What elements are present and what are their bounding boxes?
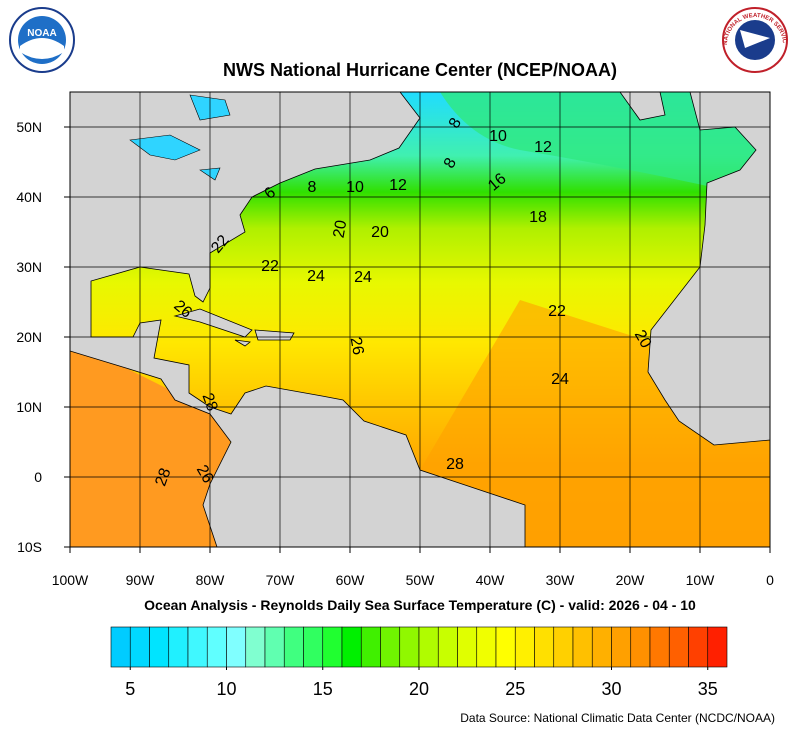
contour-label: 24 [551,371,569,388]
nws-logo-arc: NATIONAL WEATHER SERVICE [0,0,787,45]
x-tick-label: 80W [196,572,226,588]
y-tick-label: 20N [16,329,42,345]
colorbar-cell [495,626,516,668]
pacific-ocean [70,340,230,547]
contour-label: 28 [446,456,464,473]
colorbar-cell [110,626,131,668]
colorbar-label: 25 [505,679,525,699]
colorbar-cell [341,626,362,668]
axes: 100W 90W 80W 70W 60W 50W 40W 30W 20W 10W 0 50N 40N 30… [16,119,774,588]
contour-label: 24 [354,269,372,286]
colorbar-cell [591,626,612,668]
y-tick-label: 10N [16,399,42,415]
contour-label: 24 [307,268,325,285]
nws-logo-text: NATIONAL WEATHER SERVICE [0,0,787,45]
y-tick-label: 30N [16,259,42,275]
colorbar-cell [437,626,458,668]
colorbar-cell [360,626,381,668]
title: NWS National Hurricane Center (NCEP/NOAA… [223,60,617,80]
x-tick-label: 40W [476,572,506,588]
y-tick-label: 0 [34,469,42,485]
colorbar-cell [534,626,555,668]
land-americas [70,92,526,547]
x-tick-label: 100W [52,572,89,588]
contour-label: 10 [489,128,507,145]
colorbar-cell [226,626,247,668]
colorbar-cell [187,626,208,668]
x-tick-label: 60W [336,572,366,588]
colorbar-cell [553,626,574,668]
colorbar-cell [572,626,593,668]
contour-label: 20 [631,327,655,351]
colorbar-cell [149,626,170,668]
colorbar-cell [264,626,285,668]
colorbar-label: 35 [698,679,718,699]
colorbar-label: 5 [125,679,135,699]
x-tick-label: 0 [766,572,774,588]
land-jamaica [234,339,251,347]
colorbar-cell [457,626,478,668]
noaa-logo-text: NOAA [27,28,56,39]
colorbar-label: 10 [216,679,236,699]
contour-label: 22 [261,258,279,275]
y-tick-label: 10S [17,539,42,555]
subtitle: Ocean Analysis - Reynolds Daily Sea Surf… [144,597,696,613]
colorbar-cell [283,626,304,668]
colorbar: 5 10 15 20 25 30 35 [110,626,728,699]
contour-label: 22 [548,303,566,320]
colorbar-cell [380,626,401,668]
colorbar-label: 20 [409,679,429,699]
colorbar-cell [476,626,497,668]
x-tick-label: 90W [126,572,156,588]
land-cuba [173,308,253,338]
x-tick-label: 20W [616,572,646,588]
colorbar-cell [514,626,535,668]
colorbar-cell [168,626,189,668]
y-tick-label: 50N [16,119,42,135]
colorbar-cell [630,626,651,668]
colorbar-cell [688,626,709,668]
contour-label: 20 [331,219,351,240]
x-tick-label: 30W [546,572,576,588]
x-tick-label: 70W [266,572,296,588]
x-tick-label: 10W [686,572,716,588]
ocean-north-east [440,92,770,200]
colorbar-cell [668,626,689,668]
y-tick-label: 40N [16,189,42,205]
data-source: Data Source: National Climatic Data Cent… [460,711,775,725]
colorbar-cell [245,626,266,668]
contour-label: 20 [371,224,389,241]
grid [70,92,770,547]
colorbar-cell [303,626,324,668]
colorbar-cell [707,626,728,668]
contour-label: 10 [346,179,364,196]
land-ireland [619,92,666,121]
colorbar-cell [399,626,420,668]
contour-label: 18 [529,209,547,226]
contour-label: 8 [308,179,317,196]
contour-label: 26 [193,462,217,486]
colorbar-cell [649,626,670,668]
colorbar-cell [129,626,150,668]
contour-label: 28 [152,466,174,489]
colorbar-cell [206,626,227,668]
land-europe-africa [647,92,770,446]
colorbar-cell [322,626,343,668]
colorbar-cell [611,626,632,668]
contour-label: 28 [198,391,220,414]
noaa-logo: NOAA [9,7,75,73]
contour-label: 12 [534,139,552,156]
contour-label: 12 [389,177,407,194]
colorbar-label: 15 [313,679,333,699]
colorbar-cell [418,626,439,668]
contour-label: 26 [347,336,367,357]
colorbar-label: 30 [601,679,621,699]
x-tick-label: 50W [406,572,436,588]
